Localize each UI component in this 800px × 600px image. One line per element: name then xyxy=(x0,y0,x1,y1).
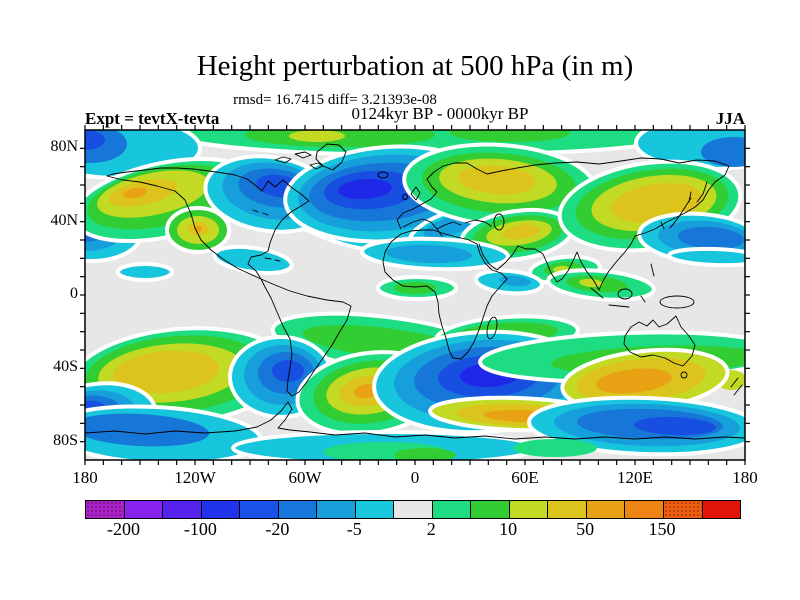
colorbar-tick-label: -200 xyxy=(106,519,140,539)
x-tick-label: 60W xyxy=(288,468,322,487)
experiment-label: Expt = tevtX-tevta xyxy=(85,109,220,128)
x-tick-label: 120W xyxy=(174,468,216,487)
coast-borneo xyxy=(617,288,633,300)
contour-blob xyxy=(338,178,392,200)
contour-blob xyxy=(678,226,744,250)
contour-blob xyxy=(394,282,436,294)
colorbar-segment xyxy=(86,501,125,518)
coast-north-america xyxy=(106,167,310,280)
contour-blob xyxy=(596,368,672,394)
colorbar-tick-label: 10 xyxy=(499,519,518,539)
contour-blob xyxy=(113,350,219,394)
colorbar-tick-label: -5 xyxy=(346,519,362,539)
contour-blob xyxy=(667,246,745,268)
contour-map xyxy=(80,125,750,465)
y-tick-label: 40N xyxy=(50,211,78,229)
colorbar-segment xyxy=(625,501,664,518)
contour-blob xyxy=(458,165,536,195)
colorbar-segment xyxy=(702,501,741,518)
contour-blob xyxy=(634,416,716,436)
contour-blob xyxy=(85,130,105,150)
colorbar-segment xyxy=(355,501,395,518)
contour-blob xyxy=(513,439,597,457)
coast-tasmania xyxy=(680,371,688,379)
colorbar-tick-label: 2 xyxy=(426,519,436,539)
contour-blob xyxy=(116,262,174,282)
y-tick-label: 80S xyxy=(53,431,78,449)
coast-new-guinea xyxy=(659,295,695,309)
colorbar-segment xyxy=(394,501,433,518)
coast-caspian xyxy=(493,213,505,231)
coast-greenland xyxy=(315,143,347,171)
contour-blob xyxy=(386,244,472,264)
colorbar-labels: -200 -100 -20 -5 2 10 50 150 xyxy=(85,519,739,543)
colorbar-segment xyxy=(278,501,318,518)
coast-britain xyxy=(410,186,421,201)
page-title: Height perturbation at 500 hPa (in m) xyxy=(196,50,634,82)
coast-southeast-asia-islands xyxy=(590,263,655,308)
colorbar-segment xyxy=(586,501,626,518)
stats-line: rmsd= 16.7415 diff= 3.21393e-08 xyxy=(233,92,437,108)
colorbar-tick-label: -100 xyxy=(183,519,217,539)
x-tick-label: 0 xyxy=(410,468,420,487)
colorbar-segment xyxy=(663,501,703,518)
coast-australia xyxy=(623,315,696,367)
contour-blob xyxy=(212,244,294,276)
contour-blob xyxy=(85,413,209,447)
colorbar-segment xyxy=(240,501,279,518)
contour-blob xyxy=(450,130,570,142)
colorbar xyxy=(85,500,741,519)
contour-blob xyxy=(272,360,304,382)
colorbar-tick-label: -20 xyxy=(265,519,290,539)
coast-ireland xyxy=(402,194,408,200)
x-tick-label: 180 xyxy=(72,468,98,487)
colorbar-segment xyxy=(163,501,202,518)
colorbar-segment xyxy=(471,501,510,518)
colorbar-segment xyxy=(317,501,356,518)
coast-iceland xyxy=(377,171,389,179)
colorbar-segment xyxy=(432,501,472,518)
colorbar-tick-label: 50 xyxy=(576,519,595,539)
colorbar-segment xyxy=(548,501,587,518)
colorbar-segment xyxy=(509,501,549,518)
contour-blob xyxy=(502,224,540,240)
x-tick-label: 180 xyxy=(732,468,758,487)
coast-japan-kamchatka xyxy=(660,181,708,230)
map-frame xyxy=(84,129,746,461)
difference-subtitle: 0124kyr BP - 0000kyr BP xyxy=(351,104,529,123)
coast-south-america xyxy=(260,278,352,397)
axis-ticks xyxy=(80,125,750,465)
y-tick-label: 80N xyxy=(50,138,78,156)
coastlines xyxy=(85,143,745,440)
coast-antarctica xyxy=(85,401,745,440)
x-tick-label: 60E xyxy=(511,468,539,487)
season-label: JJA xyxy=(715,109,745,128)
coast-mediterranean xyxy=(402,218,492,237)
coast-eurasia xyxy=(396,157,730,291)
colorbar-tick-label: 150 xyxy=(648,519,676,539)
contour-blob xyxy=(579,278,603,288)
contour-blob xyxy=(701,137,745,167)
colorbar-segment xyxy=(201,501,241,518)
coast-new-zealand xyxy=(730,377,743,396)
y-tick-label: 40S xyxy=(53,358,78,376)
colorbar-segment xyxy=(124,501,164,518)
y-tick-label: 0 xyxy=(70,285,78,302)
coast-africa xyxy=(382,229,508,360)
coast-arctic-islands xyxy=(252,151,324,262)
x-tick-label: 120E xyxy=(617,468,653,487)
contour-blob xyxy=(394,448,456,460)
coast-madagascar xyxy=(486,316,498,340)
contour-blob xyxy=(289,130,345,142)
contour-blob xyxy=(123,187,147,199)
